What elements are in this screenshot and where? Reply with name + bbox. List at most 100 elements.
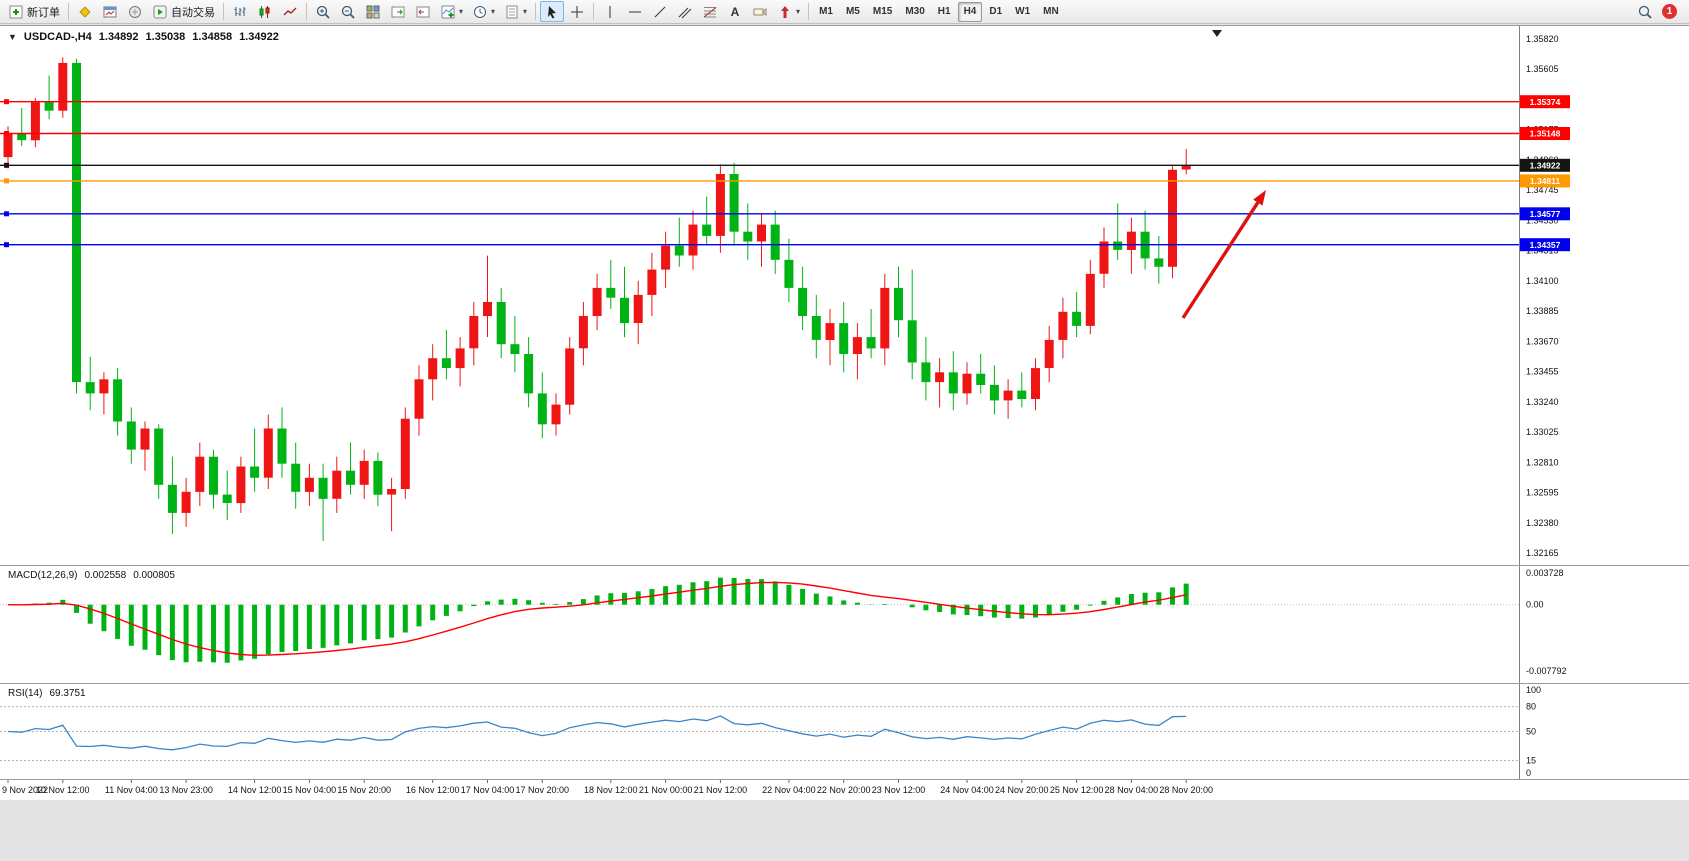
arrow-marker-icon: [781, 5, 790, 18]
svg-text:0.00: 0.00: [1526, 600, 1544, 610]
svg-text:1.35148: 1.35148: [1530, 129, 1561, 139]
timeframe-h4-button[interactable]: H4: [957, 1, 983, 22]
svg-text:1.34922: 1.34922: [1530, 161, 1561, 171]
auto-scroll-icon: [391, 6, 405, 17]
vertical-line-icon: [609, 5, 611, 18]
main-chart-canvas[interactable]: 1.358201.356051.353901.351751.349601.347…: [0, 26, 1689, 565]
svg-text:10 Nov 12:00: 10 Nov 12:00: [36, 785, 90, 795]
rsi-panel[interactable]: 100 80 50 15 0 RSI(14) 69.3751: [0, 683, 1689, 779]
periods-button[interactable]: ▾: [468, 1, 499, 22]
svg-text:1.34811: 1.34811: [1530, 176, 1561, 186]
timeframe-m15-button[interactable]: M15: [872, 6, 893, 17]
svg-text:15 Nov 20:00: 15 Nov 20:00: [337, 785, 391, 795]
search-icon: [1638, 5, 1652, 19]
chart-low-value: 1.34858: [192, 31, 233, 43]
templates-dropdown-caret: ▾: [523, 7, 528, 16]
candlestick-mode-button[interactable]: [253, 1, 277, 22]
toolbar-separator: [223, 3, 224, 20]
timeframe-h1-button[interactable]: H1: [937, 6, 951, 17]
indicators-button[interactable]: ▾: [436, 1, 467, 22]
svg-text:24 Nov 20:00: 24 Nov 20:00: [995, 785, 1049, 795]
svg-text:1.33885: 1.33885: [1526, 306, 1559, 316]
trendline-tool-button[interactable]: [648, 1, 672, 22]
chart-shift-button[interactable]: [411, 1, 435, 22]
timeframe-w1-button[interactable]: W1: [1015, 6, 1031, 17]
zoom-out-button[interactable]: [336, 1, 360, 22]
toolbar-separator: [306, 3, 307, 20]
arrows-tool-button[interactable]: ▾: [773, 1, 804, 22]
rsi-canvas[interactable]: 100 80 50 15 0: [0, 684, 1689, 779]
cursor-tool-button[interactable]: [540, 1, 565, 22]
metaeditor-button[interactable]: [73, 1, 97, 22]
timeframe-mn-button[interactable]: MN: [1043, 6, 1059, 17]
timeframe-m1-button[interactable]: M1: [819, 6, 833, 17]
svg-text:80: 80: [1526, 702, 1536, 712]
profiles-button[interactable]: [123, 1, 147, 22]
fibonacci-tool-button[interactable]: [698, 1, 722, 22]
tile-windows-button[interactable]: [361, 1, 385, 22]
svg-text:1.34577: 1.34577: [1530, 209, 1561, 219]
candlestick-icon: [259, 5, 270, 18]
toolbar-separator: [808, 3, 810, 20]
clock-icon: [474, 5, 487, 18]
svg-text:1.33240: 1.33240: [1526, 397, 1559, 407]
periods-dropdown-caret: ▾: [491, 7, 496, 16]
one-click-trading-toggle[interactable]: ▼: [8, 32, 17, 42]
channel-tool-button[interactable]: [673, 1, 697, 22]
text-label-icon: [753, 7, 767, 16]
crosshair-tool-button[interactable]: [565, 1, 589, 22]
tile-windows-icon: [366, 5, 380, 18]
label-tool-button[interactable]: [748, 1, 772, 22]
vertical-line-tool-button[interactable]: [598, 1, 622, 22]
svg-text:13 Nov 23:00: 13 Nov 23:00: [159, 785, 213, 795]
svg-text:50: 50: [1526, 727, 1536, 737]
timeframe-m30-button[interactable]: M30: [905, 6, 925, 17]
svg-text:1.32595: 1.32595: [1526, 488, 1559, 498]
svg-text:11 Nov 04:00: 11 Nov 04:00: [105, 785, 158, 795]
svg-text:1.32380: 1.32380: [1526, 518, 1559, 528]
svg-text:1.33025: 1.33025: [1526, 427, 1559, 437]
macd-panel[interactable]: 0.003728 0.00 -0.007792 MACD(12,26,9) 0.00…: [0, 565, 1689, 683]
svg-text:24 Nov 04:00: 24 Nov 04:00: [940, 785, 994, 795]
notification-badge[interactable]: 1: [1662, 4, 1677, 19]
zoom-in-icon: [316, 5, 330, 19]
svg-text:1.34357: 1.34357: [1530, 240, 1561, 250]
svg-text:1.34100: 1.34100: [1526, 276, 1559, 286]
line-chart-mode-button[interactable]: [278, 1, 302, 22]
timeframe-d1-button[interactable]: D1: [989, 6, 1003, 17]
indicators-icon: [441, 5, 455, 18]
svg-text:25 Nov 12:00: 25 Nov 12:00: [1050, 785, 1104, 795]
macd-canvas[interactable]: 0.003728 0.00 -0.007792: [0, 566, 1689, 683]
svg-text:1.33455: 1.33455: [1526, 367, 1559, 377]
autotrading-button[interactable]: 自动交易: [148, 1, 219, 22]
svg-text:1.34745: 1.34745: [1526, 185, 1559, 195]
svg-text:21 Nov 12:00: 21 Nov 12:00: [694, 785, 748, 795]
zoom-in-button[interactable]: [311, 1, 335, 22]
macd-signal-value: 0.000805: [133, 570, 175, 581]
horizontal-line-tool-button[interactable]: [623, 1, 647, 22]
text-icon: A: [731, 5, 740, 19]
svg-text:14 Nov 12:00: 14 Nov 12:00: [228, 785, 282, 795]
profiles-icon: [129, 5, 141, 18]
template-icon: [506, 5, 518, 18]
arrows-dropdown-caret: ▾: [796, 7, 801, 16]
svg-text:1.35374: 1.35374: [1530, 97, 1561, 107]
toolbar-right-group: 1: [1633, 1, 1685, 22]
macd-main-value: 0.002558: [84, 570, 127, 581]
new-chart-icon: [103, 6, 117, 17]
auto-scroll-button[interactable]: [386, 1, 410, 22]
main-price-chart[interactable]: 1.358201.356051.353901.351751.349601.347…: [0, 26, 1689, 565]
chart-open-value: 1.34892: [98, 31, 139, 43]
svg-text:1.35820: 1.35820: [1526, 34, 1559, 44]
timeframe-m5-button[interactable]: M5: [845, 6, 860, 17]
new-chart-button[interactable]: [98, 1, 122, 22]
svg-text:15: 15: [1526, 756, 1536, 766]
new-order-button[interactable]: 新订单: [4, 1, 64, 22]
templates-button[interactable]: ▾: [500, 1, 531, 22]
time-axis[interactable]: 9 Nov 2022 10 Nov 12:00 11 Nov 04:00 13 Nov…: [0, 779, 1689, 800]
search-button[interactable]: [1633, 1, 1657, 22]
chart-window: 1.358201.356051.353901.351751.349601.347…: [0, 25, 1689, 800]
bar-chart-mode-button[interactable]: [228, 1, 252, 22]
text-tool-button[interactable]: A: [723, 1, 747, 22]
